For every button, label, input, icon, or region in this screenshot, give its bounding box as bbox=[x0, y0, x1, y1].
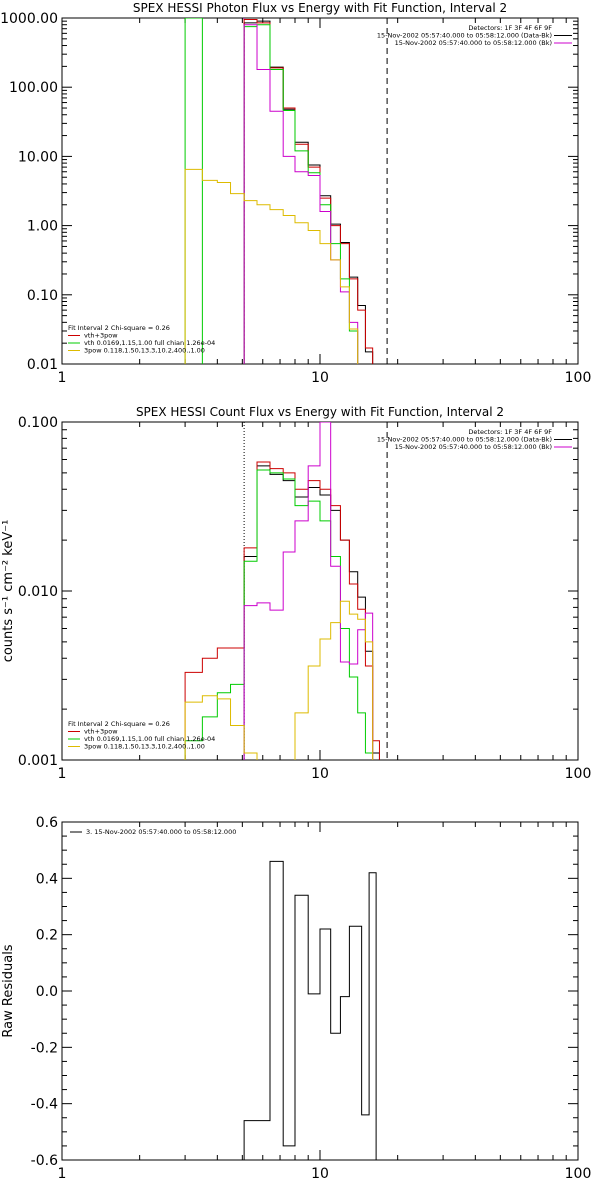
panel2-fit-summary: Fit Interval 2 Chi-square = 0.26 bbox=[68, 720, 170, 728]
panel1-info-line: 15-Nov-2002 05:57:40.000 to 05:58:12.000… bbox=[377, 32, 552, 40]
panel3-y-tick-label: -0.4 bbox=[31, 1097, 58, 1113]
panel1-x-tick-label: 1 bbox=[58, 370, 67, 386]
panel2-series-1 bbox=[243, 465, 380, 760]
panel2-y-tick-label: 0.010 bbox=[18, 584, 58, 600]
panel2-plot-frame bbox=[61, 421, 579, 761]
panel3-y-tick-label: 0.4 bbox=[36, 871, 58, 887]
panel2-info-line: Detectors: 1F 3F 4F 6F 9F bbox=[468, 428, 552, 436]
panel1-series-5 bbox=[184, 168, 366, 364]
panel1-info-line: 15-Nov-2002 05:57:40.000 to 05:58:12.000… bbox=[395, 39, 552, 47]
panel2-series-4 bbox=[243, 422, 374, 760]
panel2-series-3 bbox=[184, 469, 374, 760]
panel1-y-tick-label: 1000.00 bbox=[0, 11, 58, 27]
panel2-info-line: 15-Nov-2002 05:57:40.000 to 05:58:12.000… bbox=[377, 436, 552, 444]
panel1-series-3 bbox=[184, 18, 366, 364]
panel1-y-tick-label: 1.00 bbox=[27, 219, 58, 235]
panel1-chart-title: SPEX HESSI Photon Flux vs Energy with Fi… bbox=[133, 1, 507, 15]
panel1-y-tick-label: 10.00 bbox=[18, 149, 58, 165]
panel2-x-tick-label: 1 bbox=[58, 766, 67, 782]
panel3-y-tick-label: 0.2 bbox=[36, 928, 58, 944]
panel2-x-tick-label: 10 bbox=[311, 766, 329, 782]
panel2-y-tick-label: 0.001 bbox=[18, 753, 58, 769]
panel3-y-tick-label: -0.6 bbox=[31, 1153, 58, 1169]
panel2-series-2 bbox=[184, 461, 380, 760]
panel1-series-1 bbox=[243, 20, 374, 364]
panel1-fit-legend-label: vth+3pow bbox=[84, 332, 118, 340]
panel1-x-tick-label: 10 bbox=[311, 370, 329, 386]
panel2-fit-legend-label: 3pow 0.118,1.50,13.3,10.2,400.,1.00 bbox=[84, 743, 205, 751]
panel1-fit-legend-label: 3pow 0.118,1.50,13.3,10.2,400.,1.00 bbox=[84, 347, 205, 355]
panel2-info-line: 15-Nov-2002 05:57:40.000 to 05:58:12.000… bbox=[395, 443, 552, 451]
panel2-y-axis-label: counts s⁻¹ cm⁻² keV⁻¹ bbox=[1, 520, 16, 663]
panel2-y-tick-label: 0.100 bbox=[18, 415, 58, 431]
panel3-x-tick-label: 1 bbox=[58, 1166, 67, 1182]
panel2-fit-legend-label: vth+3pow bbox=[84, 728, 118, 736]
panel2-fit-legend-label: vth 0.0169,1.15,1.00 full chian 1.26e-04 bbox=[84, 735, 215, 743]
panel3-y-tick-label: 0.6 bbox=[36, 815, 58, 831]
panel2-chart-title: SPEX HESSI Count Flux vs Energy with Fit… bbox=[136, 405, 504, 419]
panel3-y-tick-label: -0.2 bbox=[31, 1040, 58, 1056]
panel1-series-2 bbox=[243, 19, 374, 364]
panel3-x-tick-label: 10 bbox=[311, 1166, 329, 1182]
panel1-x-tick-label: 100 bbox=[565, 370, 592, 386]
panel1-fit-summary: Fit Interval 2 Chi-square = 0.26 bbox=[68, 324, 170, 332]
panel2-series-5 bbox=[184, 600, 374, 760]
panel1-series-4 bbox=[243, 24, 366, 364]
panel2-x-tick-label: 100 bbox=[565, 766, 592, 782]
panel3-y-tick-label: 0.0 bbox=[36, 984, 58, 1000]
panel1-y-tick-label: 100.00 bbox=[9, 80, 58, 96]
panel1-info-line: Detectors: 1F 3F 4F 6F 9F bbox=[468, 24, 552, 32]
panel1-y-tick-label: 0.10 bbox=[27, 288, 58, 304]
panel3-legend-label: 3. 15-Nov-2002 05:57:40.000 to 05:58:12.… bbox=[86, 828, 236, 836]
panel3-series-1 bbox=[243, 860, 388, 1160]
panel1-fit-legend-label: vth 0.0169,1.15,1.00 full chian 1.26e-04 bbox=[84, 339, 215, 347]
panel1-y-tick-label: 0.01 bbox=[27, 357, 58, 373]
panel3-x-tick-label: 100 bbox=[565, 1166, 592, 1182]
panel3-y-axis-label: Raw Residuals bbox=[1, 944, 16, 1037]
